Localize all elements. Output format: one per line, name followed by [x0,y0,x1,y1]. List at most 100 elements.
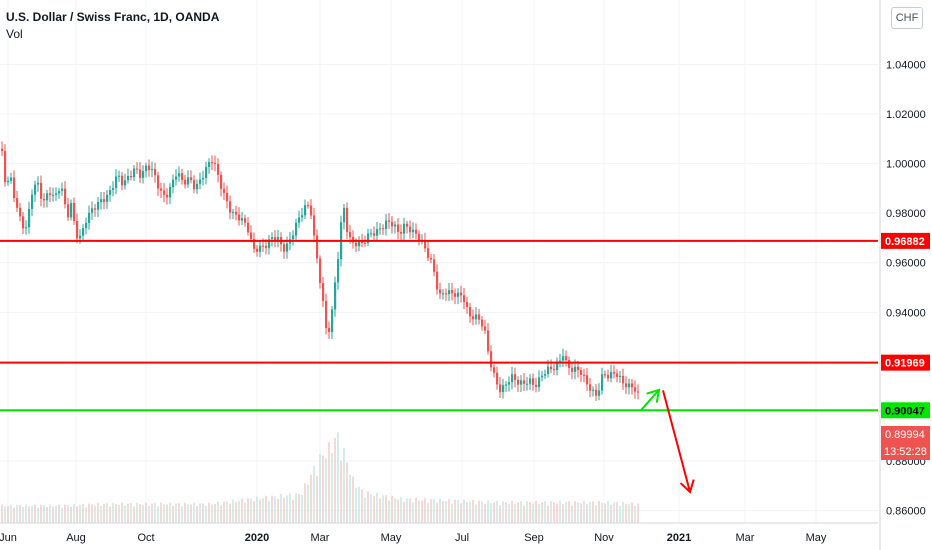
arrow-up-head [646,388,661,403]
volume-bar [151,503,153,523]
volume-bar [613,502,615,523]
resistance-upper-label: 0.96882 [885,236,925,248]
candle-down [154,169,157,176]
candle-up [529,378,532,384]
candle-down [19,207,22,217]
candle-down [415,229,418,234]
volume-bar [37,507,39,523]
time-tick-label: Mar [736,532,755,544]
time-tick-label: Nov [594,532,614,544]
volume-bar [589,501,591,523]
candle-up [7,180,10,183]
volume-bar [229,503,231,523]
candle-down [451,290,454,294]
resistance-lower-label: 0.91969 [885,358,925,370]
candle-up [277,237,280,240]
volume-bar [481,501,483,523]
candle-down [454,293,457,297]
candle-down [40,182,43,199]
volume-bar [448,499,450,523]
volume-bar [247,498,249,523]
candle-down [361,241,364,243]
candle-down [589,384,592,391]
candle-up [10,177,13,181]
candle-up [175,176,178,180]
candle-down [13,177,16,199]
candle-down [214,162,217,164]
candle-down [181,173,184,180]
currency-button[interactable]: CHF [891,7,923,29]
volume-bar [274,496,276,523]
candle-down [163,190,166,195]
candle-down [514,374,517,380]
candle-down [160,188,163,191]
volume-bar [199,503,201,523]
candle-down [625,383,628,388]
volume-bar [634,505,636,523]
time-tick-label: May [381,532,402,544]
volume-bar [121,502,123,523]
volume-bar [547,505,549,523]
candle-up [118,175,121,177]
volume-bar [256,496,258,523]
support-label: 0.90047 [885,405,925,417]
volume-bar [301,494,303,523]
volume-bar [13,507,15,523]
volume-legend[interactable]: Vol [6,27,23,41]
candle-up [334,282,337,310]
candle-down [217,163,220,175]
volume-bar [226,501,228,523]
volume-bar [472,499,474,523]
candle-down [517,379,520,385]
volume-bar [397,499,399,523]
candle-up [301,215,304,218]
symbol-title[interactable]: U.S. Dollar / Swiss Franc, 1D, OANDA [6,10,220,24]
volume-bar [112,502,114,523]
volume-bar [148,505,150,523]
volume-bar [604,503,606,523]
candle-down [223,188,226,193]
candle-down [274,237,277,240]
candle-down [247,222,250,233]
volume-bar [52,506,54,523]
candle-up [88,212,91,224]
volume-bar [115,504,117,523]
volume-bar [445,501,447,523]
volume-bar [28,506,30,523]
volume-bar [421,500,423,523]
volume-bar [493,502,495,523]
volume-bar [451,503,453,523]
volume-bar [622,501,624,523]
volume-bar [328,442,330,523]
candle-down [571,367,574,372]
volume-bar [505,502,507,523]
candle-up [115,176,118,189]
volume-bar [358,486,360,523]
candle-up [520,380,523,385]
volume-bar [268,501,270,523]
candle-down [364,242,367,244]
volume-bar [127,503,129,523]
candle-down [250,232,253,240]
resistance-lower-label-bg [881,354,930,371]
volume-bar [292,499,294,523]
candle-down [586,375,589,385]
volume-bar [409,498,411,523]
volume-bar [79,504,81,523]
candle-up [502,385,505,393]
candle-up [337,259,340,283]
volume-bar [244,503,246,523]
candle-up [70,203,73,218]
candle-down [193,180,196,190]
volume-bar [91,504,93,523]
candle-up [55,193,58,195]
volume-bar [457,500,459,523]
price-tick-label: 1.00000 [886,159,926,171]
candle-up [331,309,334,332]
candle-down [49,193,52,196]
candle-down [463,295,466,303]
volume-bar [520,501,522,523]
candle-up [628,383,631,388]
